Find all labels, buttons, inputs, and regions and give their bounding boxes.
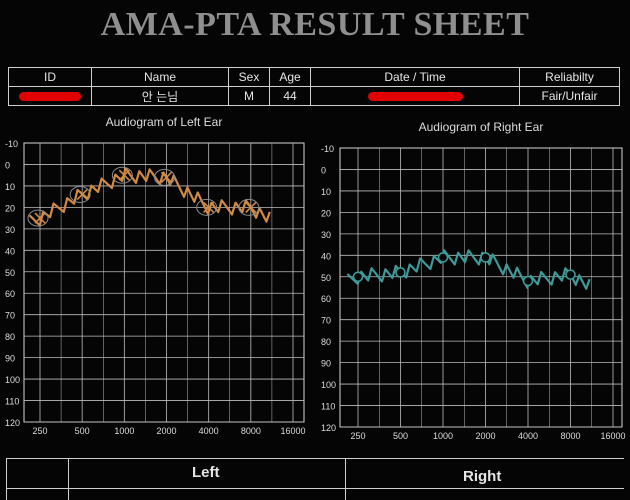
- y-tick-label: 120: [321, 423, 336, 433]
- right-chart-title: Audiogram of Right Ear: [419, 120, 544, 134]
- y-tick-label: 40: [321, 251, 331, 261]
- x-tick-label: 4000: [199, 426, 219, 436]
- redaction-mark: [367, 92, 463, 102]
- value-age: 44: [269, 86, 311, 106]
- y-tick-label: 80: [5, 332, 15, 342]
- y-tick-label: 70: [321, 316, 331, 326]
- x-marker: [34, 212, 46, 224]
- marker-circle: [238, 198, 260, 216]
- y-tick-label: 30: [321, 230, 331, 240]
- y-tick-label: 110: [321, 402, 335, 412]
- bottom-summary-section: Left Right: [0, 458, 630, 500]
- left-ear-audiogram: Audiogram of Left Ear -10 0 10 20 30 40 50 60 70 8…: [5, 115, 306, 436]
- o-marker: [480, 252, 491, 263]
- o-marker: [522, 275, 534, 287]
- marker-circle: [111, 166, 133, 184]
- x-marker: [76, 188, 88, 201]
- y-tick-label: 20: [5, 203, 15, 213]
- marker-circle: [154, 168, 175, 186]
- x-tick-label: 8000: [560, 431, 580, 441]
- value-name: 안 는님: [91, 86, 229, 106]
- y-tick-label: 40: [5, 246, 15, 256]
- y-tick-label: 10: [321, 187, 331, 197]
- divider: [68, 458, 69, 500]
- o-marker: [352, 271, 364, 283]
- o-marker: [565, 269, 576, 280]
- y-tick-label: 50: [5, 268, 15, 278]
- left-chart-title: Audiogram of Left Ear: [106, 115, 223, 129]
- left-ear-label: Left: [192, 464, 220, 481]
- x-marker: [203, 201, 215, 213]
- info-header-row: ID Name Sex Age Date / Time Reliabilty: [8, 67, 620, 87]
- marker-circle: [69, 186, 91, 204]
- y-tick-label: -10: [321, 144, 334, 154]
- y-tick-label: 90: [5, 354, 15, 364]
- info-value-row: 안 는님 M 44 Fair/Unfair: [8, 86, 620, 106]
- divider: [6, 458, 7, 500]
- divider: [6, 488, 624, 489]
- y-tick-label: 100: [321, 380, 336, 390]
- o-marker: [395, 267, 406, 278]
- divider: [6, 458, 624, 459]
- y-tick-label: 10: [5, 182, 15, 192]
- patient-info-table: ID Name Sex Age Date / Time Reliabilty 안…: [8, 67, 620, 106]
- plot-frame: [339, 147, 623, 428]
- value-id: [8, 86, 92, 106]
- x-tick-label: 250: [350, 431, 365, 441]
- y-tick-label: 50: [321, 273, 331, 283]
- right-ear-label: Right: [463, 468, 502, 485]
- audiogram-charts: Audiogram of Left Ear -10 0 10 20 30 40 50 60 70 8…: [5, 115, 626, 441]
- y-tick-label: 0: [321, 165, 326, 175]
- x-tick-label: 2000: [156, 426, 176, 436]
- value-reliability: Fair/Unfair: [519, 86, 620, 106]
- x-tick-label: 8000: [241, 426, 261, 436]
- y-tick-label: 120: [5, 418, 20, 428]
- x-marker: [245, 201, 257, 213]
- right-ear-audiogram: Audiogram of Right Ear -10 0 10 20 30 40 50 60 70…: [321, 120, 626, 441]
- y-tick-label: 20: [321, 208, 331, 218]
- x-tick-label: 4000: [518, 431, 538, 441]
- header-date-time: Date / Time: [310, 67, 520, 87]
- y-tick-label: 60: [5, 289, 15, 299]
- y-tick-label: 80: [321, 337, 331, 347]
- marker-circle: [196, 198, 218, 216]
- y-tick-label: 60: [321, 294, 331, 304]
- y-tick-label: -10: [5, 139, 18, 149]
- divider: [345, 458, 346, 500]
- x-tick-label: 1000: [433, 431, 453, 441]
- x-tick-label: 16000: [280, 426, 305, 436]
- x-marker: [160, 171, 173, 183]
- y-tick-label: 90: [321, 359, 331, 369]
- y-tick-label: 0: [5, 160, 10, 170]
- y-tick-label: 70: [5, 311, 15, 321]
- x-tick-label: 2000: [475, 431, 495, 441]
- x-tick-label: 500: [393, 431, 408, 441]
- y-tick-label: 100: [5, 375, 20, 385]
- x-tick-label: 500: [75, 426, 90, 436]
- y-tick-label: 110: [5, 397, 19, 407]
- y-tick-label: 30: [5, 225, 15, 235]
- marker-circle: [27, 209, 49, 227]
- right-threshold-trace: [346, 249, 591, 290]
- x-tick-label: 16000: [600, 431, 625, 441]
- left-threshold-trace: [28, 167, 271, 227]
- x-marker: [118, 169, 130, 181]
- x-tick-label: 1000: [114, 426, 134, 436]
- sheet-title: AMA-PTA RESULT SHEET: [100, 6, 530, 43]
- x-tick-label: 250: [32, 426, 47, 436]
- redaction-mark: [19, 92, 81, 102]
- o-marker: [437, 252, 449, 263]
